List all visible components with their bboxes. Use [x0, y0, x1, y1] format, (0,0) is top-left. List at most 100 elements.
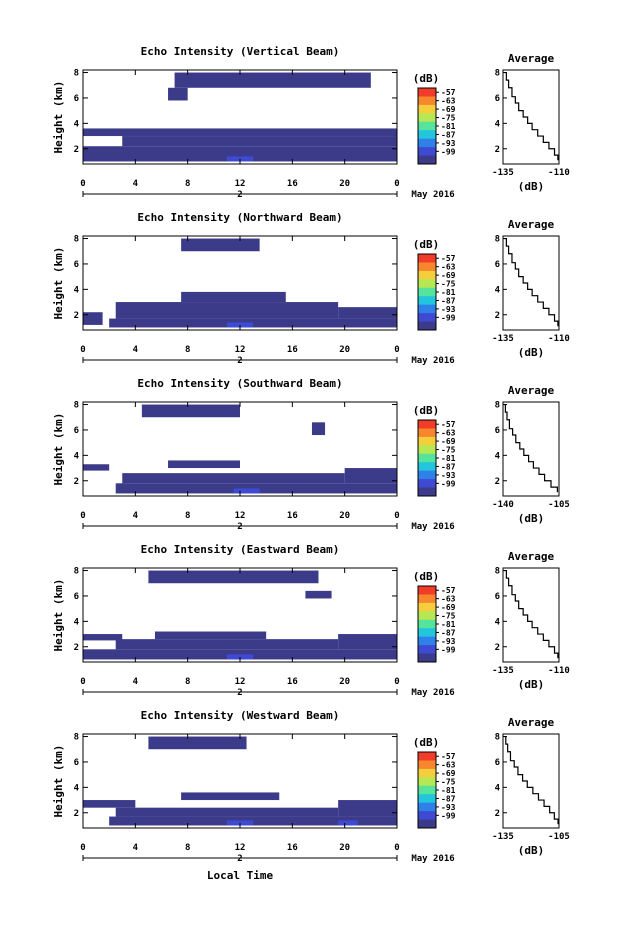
date-label: May 2016 — [411, 190, 454, 200]
x-tick-label: 16 — [287, 345, 298, 355]
y-tick-label: 4 — [74, 285, 80, 295]
colorbar-segment — [418, 602, 436, 612]
x-tick-label: 8 — [185, 677, 190, 687]
colorbar-unit-label: (dB) — [413, 570, 440, 583]
colorbar-tick-label: -69 — [441, 105, 456, 114]
echo-layer — [83, 312, 103, 325]
heatmap-y-axis-label: Height (km) — [52, 745, 65, 818]
average-frame — [502, 235, 560, 331]
x-tick-label: 12 — [235, 843, 246, 853]
x-tick-label: 0 — [394, 345, 399, 355]
x-tick-label: 12 — [235, 345, 246, 355]
colorbar-segment — [418, 121, 436, 131]
x-tick-label: 20 — [339, 179, 350, 189]
colorbar-tick-label: -87 — [441, 462, 456, 471]
echo-layer — [226, 654, 254, 660]
average-title: Average — [508, 218, 555, 231]
colorbar-segment — [418, 645, 436, 655]
average-profile-line — [504, 237, 559, 327]
avg-x-tick-label: -110 — [548, 666, 570, 676]
colorbar-tick-label: -93 — [441, 803, 456, 812]
colorbar-tick-label: -81 — [441, 620, 456, 629]
avg-y-tick-label: 4 — [495, 285, 501, 295]
average-title: Average — [508, 384, 555, 397]
y-tick-label: 8 — [74, 401, 79, 411]
date-marker: 2 — [237, 688, 242, 698]
colorbar-unit-label: (dB) — [413, 404, 440, 417]
colorbar-tick-label: -57 — [441, 88, 456, 97]
colorbar-segment — [418, 304, 436, 314]
date-marker: 2 — [237, 190, 242, 200]
colorbar-tick-label: -75 — [441, 778, 456, 787]
colorbar-tick-label: -81 — [441, 288, 456, 297]
colorbar-tick-label: -57 — [441, 586, 456, 595]
x-tick-label: 0 — [394, 677, 399, 687]
colorbar-segment — [418, 586, 436, 595]
colorbar-segment — [418, 313, 436, 323]
echo-layer — [168, 87, 188, 101]
colorbar-tick-label: -63 — [441, 761, 456, 770]
avg-x-axis-label: (dB) — [518, 844, 545, 857]
echo-layer — [305, 590, 332, 599]
colorbar-tick-label: -63 — [441, 97, 456, 106]
avg-x-axis-label: (dB) — [518, 180, 545, 193]
echo-layer — [181, 291, 286, 303]
avg-y-tick-label: 8 — [495, 235, 500, 245]
average-frame — [502, 567, 560, 663]
x-tick-label: 8 — [185, 511, 190, 521]
colorbar-segment — [418, 104, 436, 114]
echo-layer — [174, 72, 371, 88]
y-tick-label: 8 — [74, 733, 79, 743]
average-profile-line — [504, 569, 559, 659]
average-profile-line — [503, 735, 559, 825]
colorbar-segment — [418, 138, 436, 148]
average-frame — [502, 733, 560, 829]
y-tick-label: 6 — [74, 260, 79, 270]
avg-x-axis-label: (dB) — [518, 346, 545, 359]
x-tick-label: 0 — [80, 179, 85, 189]
echo-layer — [338, 307, 397, 319]
avg-y-tick-label: 4 — [495, 617, 501, 627]
echo-layer — [226, 156, 254, 162]
avg-y-tick-label: 6 — [495, 592, 500, 602]
colorbar-segment — [418, 462, 436, 472]
echo-layer — [141, 404, 240, 418]
colorbar-segment — [418, 768, 436, 778]
avg-y-tick-label: 4 — [495, 119, 501, 129]
colorbar-segment — [418, 445, 436, 455]
colorbar-segment — [418, 653, 436, 663]
colorbar-tick-label: -81 — [441, 122, 456, 131]
colorbar-tick-label: -93 — [441, 305, 456, 314]
colorbar-tick-label: -93 — [441, 139, 456, 148]
x-tick-label: 12 — [235, 511, 246, 521]
colorbar-tick-label: -69 — [441, 437, 456, 446]
echo-layer — [226, 820, 254, 826]
x-tick-label: 8 — [185, 345, 190, 355]
colorbar-segment — [418, 777, 436, 787]
colorbar-tick-label: -57 — [441, 420, 456, 429]
colorbar-segment — [418, 794, 436, 804]
colorbar-tick-label: -93 — [441, 471, 456, 480]
avg-x-tick-label: -105 — [548, 500, 570, 510]
y-tick-label: 2 — [74, 643, 79, 653]
avg-x-tick-label: -105 — [548, 832, 570, 842]
colorbar-tick-label: -87 — [441, 296, 456, 305]
colorbar-segment — [418, 296, 436, 306]
date-label: May 2016 — [411, 522, 454, 532]
x-tick-label: 20 — [339, 677, 350, 687]
colorbar-tick-label: -87 — [441, 628, 456, 637]
colorbar-tick-label: -75 — [441, 446, 456, 455]
y-tick-label: 6 — [74, 426, 79, 436]
colorbar-segment — [418, 636, 436, 646]
x-tick-label: 4 — [133, 345, 139, 355]
colorbar-tick-label: -75 — [441, 114, 456, 123]
avg-x-tick-label: -135 — [492, 832, 514, 842]
echo-layer — [344, 468, 397, 484]
y-tick-label: 2 — [74, 311, 79, 321]
colorbar-segment — [418, 479, 436, 489]
avg-y-tick-label: 6 — [495, 94, 500, 104]
avg-y-tick-label: 2 — [495, 643, 500, 653]
y-tick-label: 4 — [74, 617, 80, 627]
colorbar-tick-label: -99 — [441, 811, 456, 820]
